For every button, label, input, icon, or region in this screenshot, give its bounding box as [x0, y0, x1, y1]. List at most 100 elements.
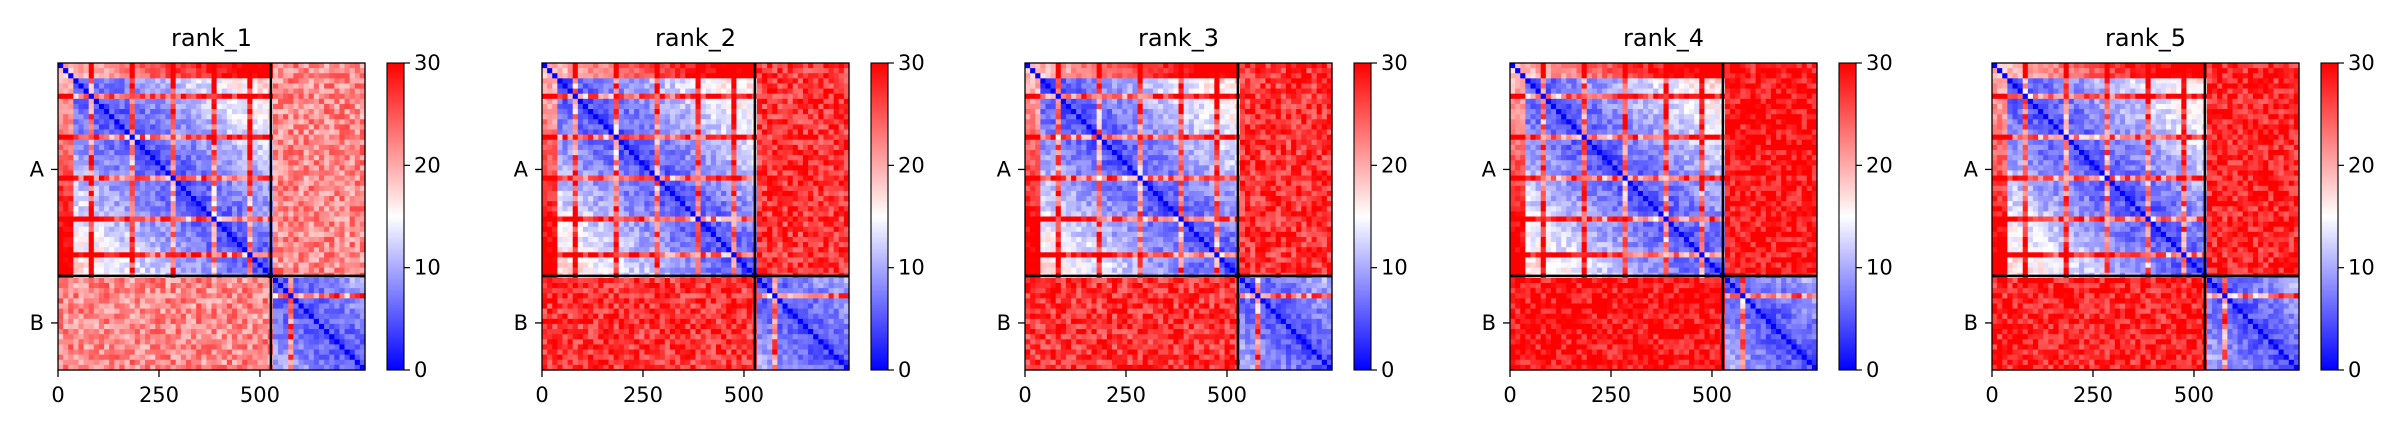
- heatmap-cell: [73, 130, 79, 136]
- heatmap-cell: [58, 298, 64, 304]
- heatmap-cell: [283, 206, 289, 212]
- heatmap-cell: [84, 206, 90, 212]
- heatmap-cell: [155, 135, 161, 141]
- heatmap-cell: [685, 145, 691, 151]
- heatmap-cell: [304, 324, 310, 330]
- heatmap-cell: [84, 63, 90, 69]
- heatmap-cell: [334, 334, 340, 340]
- heatmap-cell: [171, 324, 177, 330]
- heatmap-cell: [165, 150, 171, 156]
- heatmap-cell: [263, 288, 269, 294]
- heatmap-cell: [201, 293, 207, 299]
- heatmap-cell: [104, 155, 110, 161]
- heatmap-cell: [603, 99, 609, 105]
- heatmap-cell: [288, 303, 294, 309]
- heatmap-cell: [334, 135, 340, 141]
- heatmap-cell: [89, 288, 95, 294]
- heatmap-cell: [196, 222, 202, 228]
- heatmap-cell: [206, 319, 212, 325]
- heatmap-cell: [237, 293, 243, 299]
- heatmap-cell: [278, 170, 284, 176]
- heatmap-cell: [726, 109, 732, 115]
- heatmap-cell: [247, 217, 253, 223]
- heatmap-cell: [329, 252, 335, 258]
- heatmap-cell: [109, 334, 115, 340]
- heatmap-cell: [803, 119, 809, 125]
- heatmap-cell: [568, 78, 574, 84]
- heatmap-cell: [634, 124, 640, 130]
- heatmap-cell: [273, 114, 279, 120]
- heatmap-cell: [314, 155, 320, 161]
- heatmap-cell: [165, 165, 171, 171]
- heatmap-cell: [181, 78, 187, 84]
- heatmap-cell: [685, 104, 691, 110]
- heatmap-cell: [181, 104, 187, 110]
- heatmap-cell: [89, 298, 95, 304]
- heatmap-cell: [629, 83, 635, 89]
- heatmap-cell: [278, 293, 284, 299]
- heatmap-cell: [304, 160, 310, 166]
- heatmap-cell: [680, 94, 686, 100]
- heatmap-cell: [782, 114, 788, 120]
- heatmap-cell: [788, 170, 794, 176]
- heatmap-cell: [212, 344, 218, 350]
- heatmap-cell: [94, 314, 100, 320]
- heatmap-cell: [125, 263, 131, 269]
- heatmap-cell: [227, 324, 233, 330]
- heatmap-cell: [135, 150, 141, 156]
- heatmap-cell: [598, 160, 604, 166]
- heatmap-cell: [165, 329, 171, 335]
- heatmap-cell: [155, 344, 161, 350]
- heatmap-cell: [339, 124, 345, 130]
- heatmap-cell: [742, 78, 748, 84]
- heatmap-cell: [273, 263, 279, 269]
- heatmap-cell: [762, 145, 768, 151]
- heatmap-cell: [283, 344, 289, 350]
- heatmap-cell: [573, 78, 579, 84]
- heatmap-cell: [304, 355, 310, 361]
- heatmap-cell: [196, 232, 202, 238]
- heatmap-cell: [89, 350, 95, 356]
- heatmap-cell: [176, 124, 182, 130]
- heatmap-cell: [304, 73, 310, 79]
- heatmap-cell: [242, 278, 248, 284]
- heatmap-cell: [690, 124, 696, 130]
- heatmap-cell: [165, 278, 171, 284]
- heatmap-cell: [345, 314, 351, 320]
- heatmap-cell: [130, 165, 136, 171]
- heatmap-cell: [89, 329, 95, 335]
- heatmap-cell: [135, 350, 141, 356]
- heatmap-cell: [614, 160, 620, 166]
- heatmap-cell: [94, 211, 100, 217]
- heatmap-cell: [808, 119, 814, 125]
- heatmap-cell: [624, 130, 630, 136]
- heatmap-cell: [84, 339, 90, 345]
- heatmap-cell: [252, 155, 258, 161]
- heatmap-cell: [345, 186, 351, 192]
- heatmap-cell: [227, 314, 233, 320]
- heatmap-cell: [104, 334, 110, 340]
- heatmap-cell: [73, 268, 79, 274]
- heatmap-cell: [206, 355, 212, 361]
- heatmap-cell: [258, 288, 264, 294]
- heatmap-cell: [696, 145, 702, 151]
- heatmap-cell: [680, 73, 686, 79]
- heatmap-cell: [186, 196, 192, 202]
- heatmap-cell: [155, 283, 161, 289]
- heatmap-cell: [345, 263, 351, 269]
- heatmap-cell: [757, 94, 763, 100]
- heatmap-cell: [660, 145, 666, 151]
- heatmap-cell: [191, 237, 197, 243]
- heatmap-cell: [319, 232, 325, 238]
- heatmap-cell: [288, 339, 294, 345]
- heatmap-cell: [104, 94, 110, 100]
- heatmap-cell: [293, 114, 299, 120]
- heatmap-cell: [68, 278, 74, 284]
- heatmap-cell: [165, 355, 171, 361]
- heatmap-cell: [614, 114, 620, 120]
- heatmap-cell: [191, 155, 197, 161]
- heatmap-cell: [634, 119, 640, 125]
- heatmap-cell: [583, 89, 589, 95]
- heatmap-cell: [171, 206, 177, 212]
- heatmap-cell: [283, 314, 289, 320]
